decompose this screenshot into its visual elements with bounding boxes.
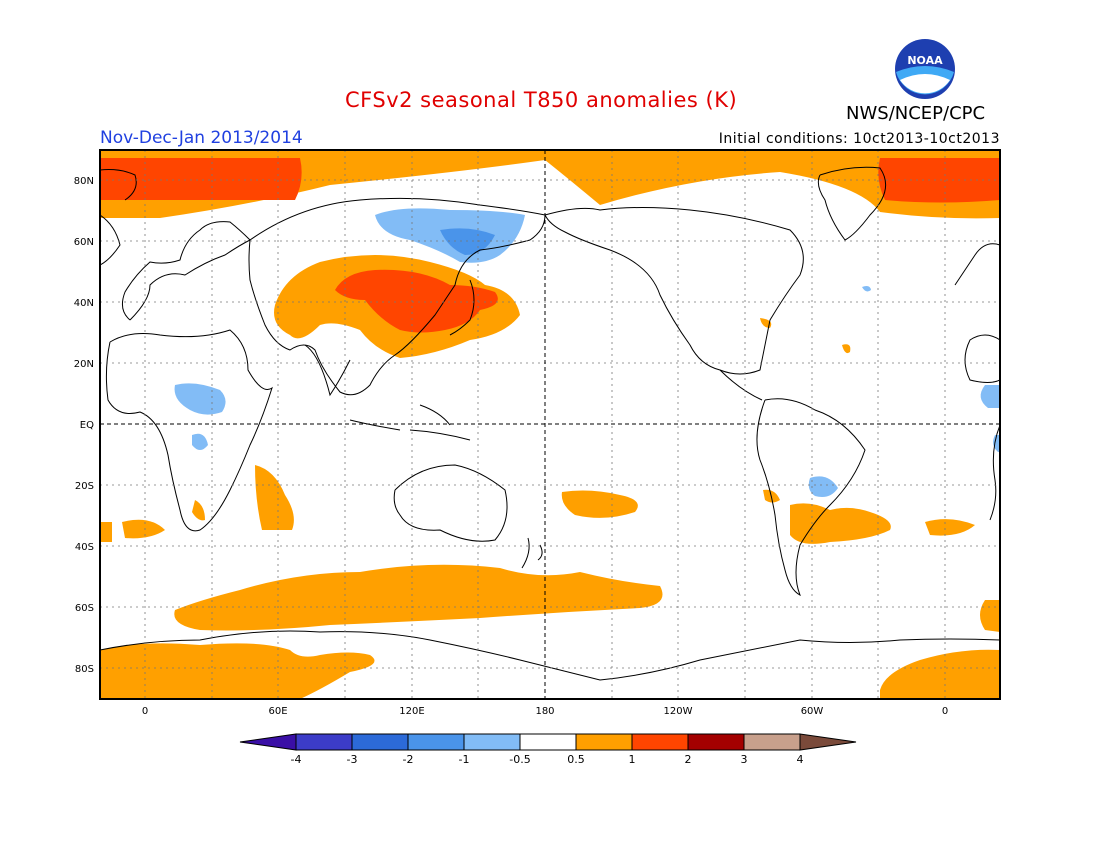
colorbar-label: 3 [741, 753, 748, 766]
noaa-logo-icon: NOAA [895, 39, 955, 99]
colorbar-label: 0.5 [567, 753, 585, 766]
colorbar-box [687, 733, 745, 751]
colorbar-label: -0.5 [509, 753, 530, 766]
colorbar-label: -1 [459, 753, 470, 766]
colorbar-min-arrow [239, 733, 297, 751]
colorbar-label: -3 [347, 753, 358, 766]
lat-label: 20N [74, 359, 94, 370]
colorbar-max-arrow [799, 733, 857, 751]
coastlines [100, 166, 1000, 681]
chart-title: CFSv2 seasonal T850 anomalies (K) [345, 88, 738, 112]
colorbar-label: -4 [291, 753, 302, 766]
lat-label: EQ [80, 420, 94, 431]
lat-label: 40N [74, 298, 94, 309]
lat-lon-grid [100, 150, 1000, 699]
logo-text: NOAA [907, 54, 943, 67]
colorbar: -4 -3 -2 -1 -0.5 0.5 1 2 3 4 [239, 733, 857, 766]
map-frame [99, 149, 1001, 700]
season-label: Nov-Dec-Jan 2013/2014 [100, 128, 303, 148]
colorbar-label: -2 [403, 753, 414, 766]
lat-label: 80N [74, 176, 94, 187]
colorbar-box [351, 733, 409, 751]
initial-conditions: Initial conditions: 10ct2013-10ct2013 [718, 131, 1000, 147]
moderate-negative-anomaly [440, 228, 495, 255]
lon-label: 120E [399, 706, 424, 717]
colorbar-box [295, 733, 353, 751]
colorbar-box [463, 733, 521, 751]
lat-label: 40S [75, 542, 94, 553]
lon-label: 60W [801, 706, 824, 717]
colorbar-box [575, 733, 633, 751]
agency-label: NWS/NCEP/CPC [846, 103, 986, 124]
lon-label: 0 [942, 706, 948, 717]
lat-label: 60S [75, 603, 94, 614]
colorbar-box [519, 733, 577, 751]
equator-dateline [100, 150, 1000, 699]
longitude-labels: 0 60E 120E 180 120W 60W 0 [142, 706, 948, 717]
colorbar-label: 2 [685, 753, 692, 766]
strong-positive-anomaly-fields [100, 158, 1000, 333]
lon-label: 0 [142, 706, 148, 717]
colorbar-box [631, 733, 689, 751]
colorbar-label: 1 [629, 753, 636, 766]
lat-label: 20S [75, 481, 94, 492]
colorbar-label: 4 [797, 753, 804, 766]
map-plot-area [100, 150, 1000, 699]
lon-label: 120W [664, 706, 693, 717]
latitude-labels: 80N 60N 40N 20N EQ 20S 40S 60S 80S [74, 176, 94, 675]
lon-label: 180 [535, 706, 554, 717]
lon-label: 60E [268, 706, 287, 717]
colorbar-box [743, 733, 801, 751]
lat-label: 60N [74, 237, 94, 248]
colorbar-box [407, 733, 465, 751]
lat-label: 80S [75, 664, 94, 675]
